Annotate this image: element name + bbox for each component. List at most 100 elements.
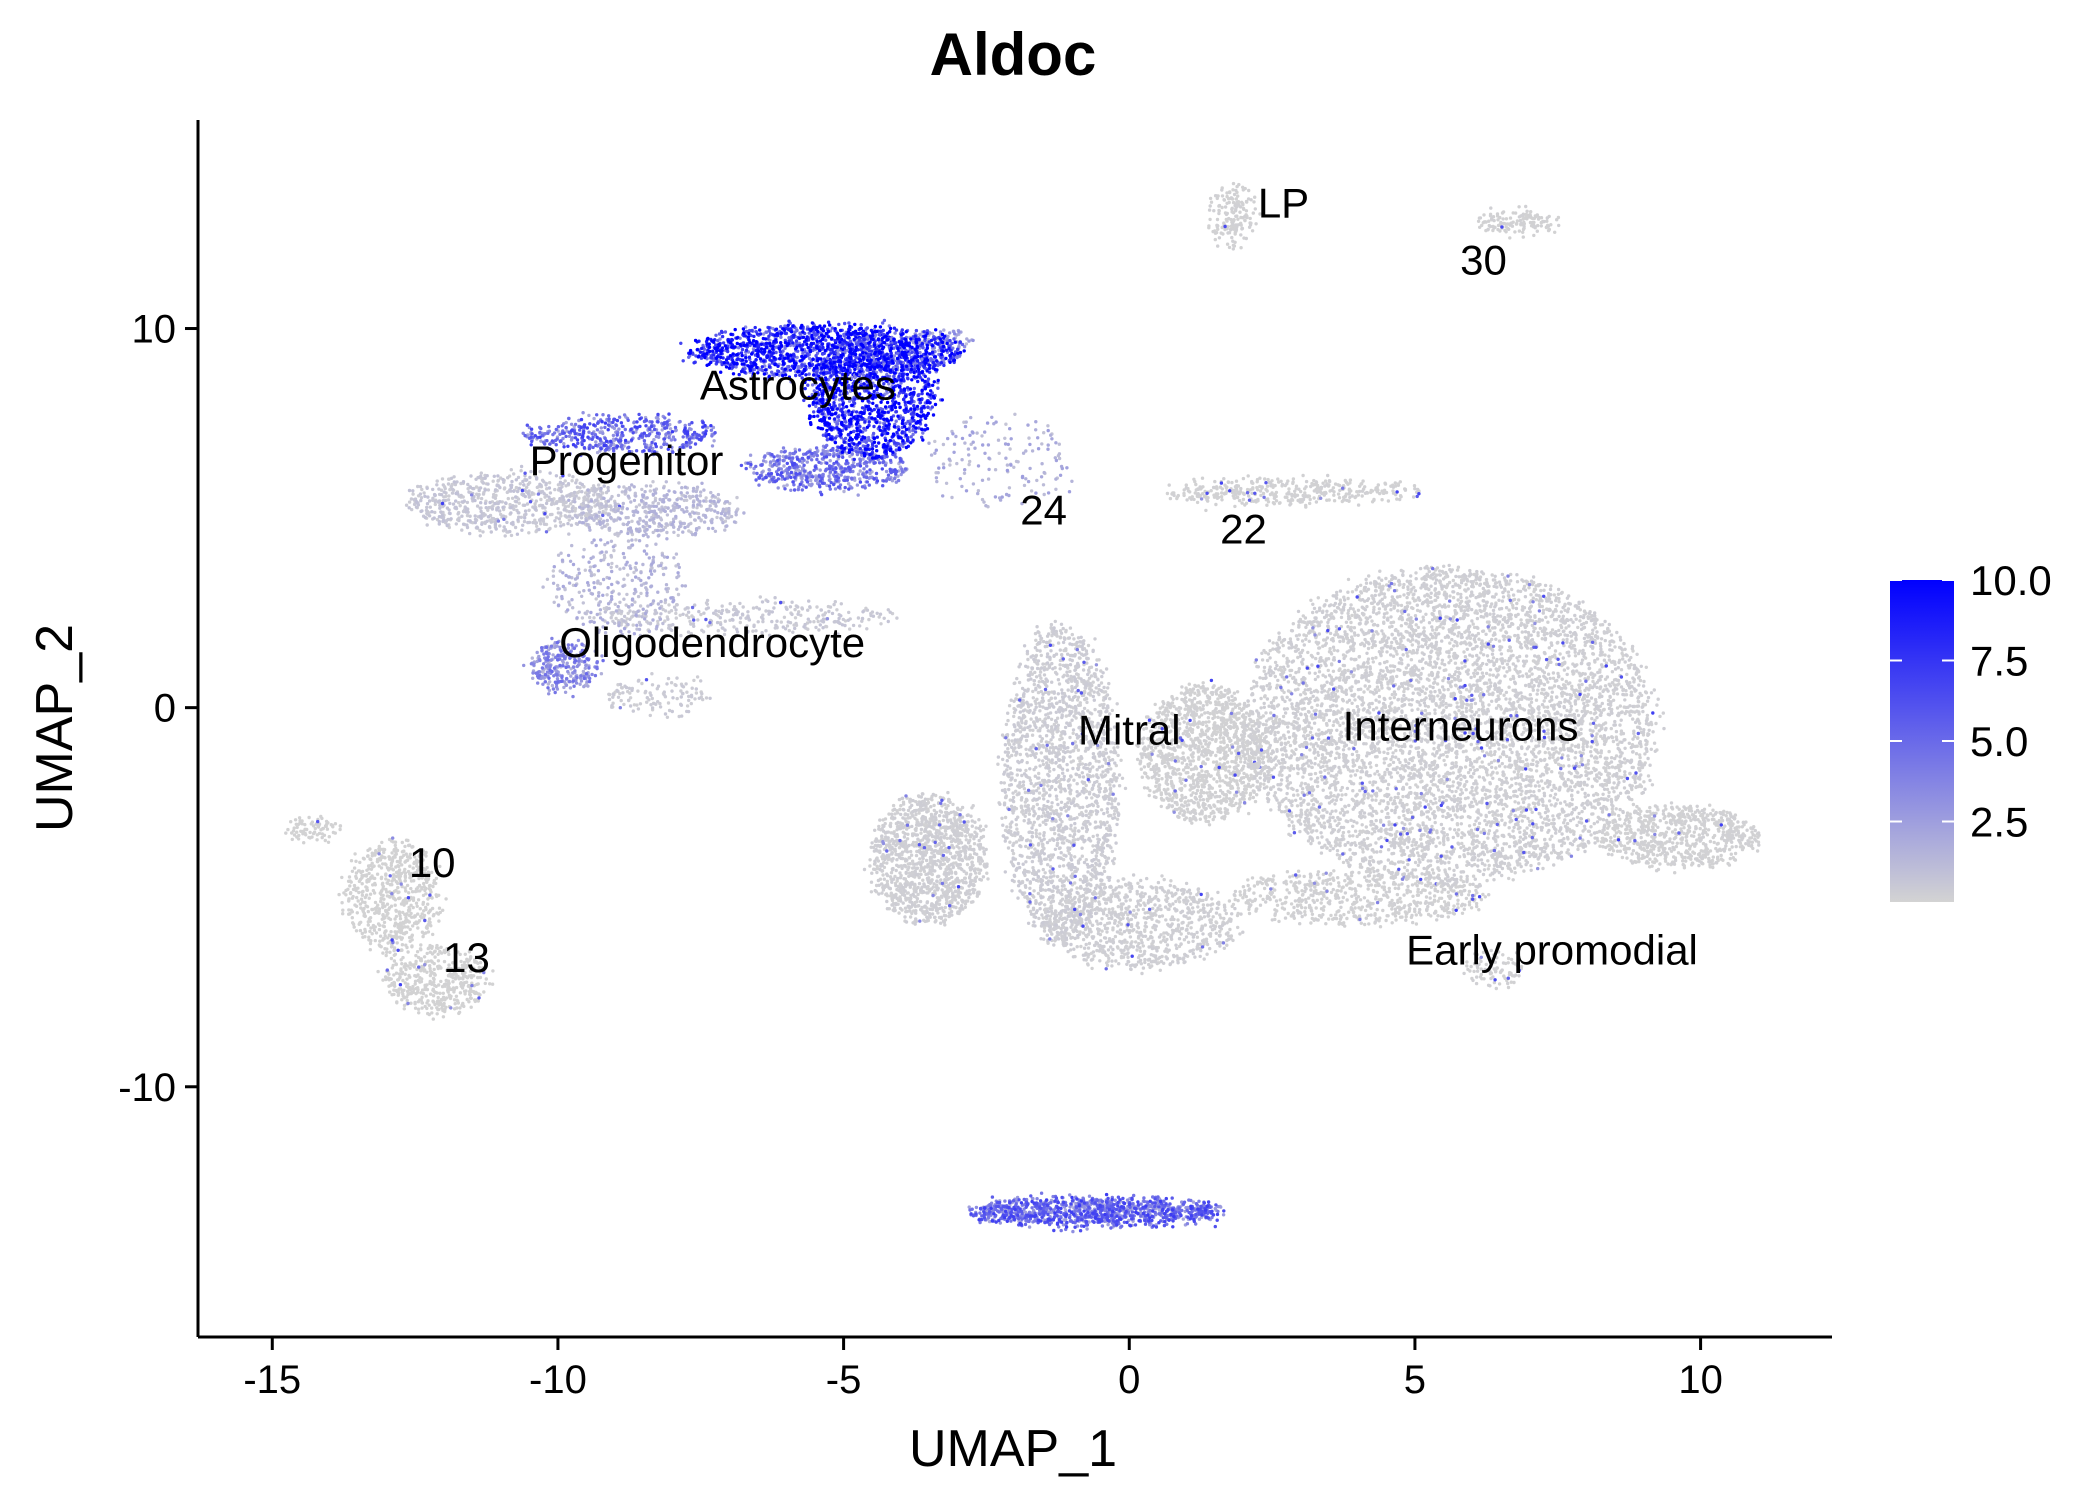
data-point <box>362 910 365 913</box>
data-point <box>1338 496 1341 499</box>
data-point <box>298 821 301 824</box>
data-point <box>1326 474 1329 477</box>
data-point <box>376 970 379 973</box>
data-point <box>395 915 398 918</box>
data-point <box>1276 477 1279 480</box>
data-point <box>1321 482 1324 485</box>
data-point <box>1232 244 1235 247</box>
data-point <box>340 901 343 904</box>
data-point <box>1681 810 1684 813</box>
data-point <box>403 996 406 999</box>
data-point <box>1232 247 1235 250</box>
data-point <box>1230 481 1233 484</box>
data-point <box>394 909 397 912</box>
data-point <box>1380 489 1383 492</box>
data-point <box>359 929 362 932</box>
data-point <box>428 921 431 924</box>
data-point <box>1522 228 1525 231</box>
data-point <box>442 992 445 995</box>
data-point <box>429 974 432 977</box>
data-point <box>1175 497 1178 500</box>
data-point <box>1297 488 1300 491</box>
cluster-points-inter_right <box>1589 801 1760 874</box>
data-point <box>430 959 433 962</box>
data-point <box>1478 226 1481 229</box>
data-point <box>389 874 392 877</box>
data-point <box>388 951 391 954</box>
data-point <box>1229 228 1232 231</box>
data-point <box>1342 499 1345 502</box>
data-point <box>1392 486 1395 489</box>
data-point <box>378 940 381 943</box>
data-point <box>416 905 419 908</box>
data-point <box>307 836 310 839</box>
data-point <box>424 887 427 890</box>
data-point <box>1287 492 1290 495</box>
data-point <box>1231 188 1234 191</box>
data-point <box>426 927 429 930</box>
data-point <box>1230 196 1233 199</box>
data-point <box>1338 484 1341 487</box>
data-point <box>372 926 375 929</box>
data-point <box>292 829 295 832</box>
data-point <box>435 911 438 914</box>
data-point <box>359 902 362 905</box>
data-point <box>338 828 341 831</box>
data-point <box>1648 865 1651 868</box>
data-point <box>386 866 389 869</box>
data-point <box>482 990 485 993</box>
data-point <box>404 925 407 928</box>
data-point <box>400 949 403 952</box>
data-point <box>316 820 319 823</box>
data-point <box>1529 210 1532 213</box>
data-point <box>463 990 466 993</box>
data-point <box>1301 474 1304 477</box>
data-point <box>284 831 287 834</box>
data-point <box>367 910 370 913</box>
data-point <box>1489 206 1492 209</box>
data-point <box>353 866 356 869</box>
data-point <box>437 996 440 999</box>
data-point <box>1542 220 1545 223</box>
data-point <box>438 1000 441 1003</box>
data-point <box>401 850 404 853</box>
data-point <box>399 917 402 920</box>
data-point <box>415 902 418 905</box>
data-point <box>1266 489 1269 492</box>
data-point <box>405 900 408 903</box>
data-point <box>406 950 409 953</box>
data-point <box>423 963 426 966</box>
data-point <box>373 929 376 932</box>
data-point <box>388 895 391 898</box>
data-point <box>1223 492 1226 495</box>
data-point <box>367 923 370 926</box>
cluster-points-c30 <box>1477 205 1561 240</box>
data-point <box>1391 489 1394 492</box>
data-point <box>1235 205 1238 208</box>
data-point <box>1517 205 1520 208</box>
data-point <box>1249 198 1252 201</box>
data-point <box>1651 860 1654 863</box>
data-point <box>1338 489 1341 492</box>
data-point <box>377 912 380 915</box>
data-point <box>380 945 383 948</box>
data-point <box>368 847 371 850</box>
data-point <box>429 924 432 927</box>
data-point <box>1316 491 1319 494</box>
data-point <box>1487 228 1490 231</box>
data-point <box>1172 494 1175 497</box>
data-point <box>1228 246 1231 249</box>
data-point <box>467 1000 470 1003</box>
data-point <box>1235 228 1238 231</box>
data-point <box>1515 222 1518 225</box>
data-point <box>1416 488 1419 491</box>
data-point <box>387 973 390 976</box>
data-point <box>459 981 462 984</box>
data-point <box>1525 210 1528 213</box>
data-point <box>1500 222 1503 225</box>
data-point <box>392 983 395 986</box>
data-point <box>1221 487 1224 490</box>
data-point <box>428 964 431 967</box>
data-point <box>1220 498 1223 501</box>
data-point <box>1509 216 1512 219</box>
